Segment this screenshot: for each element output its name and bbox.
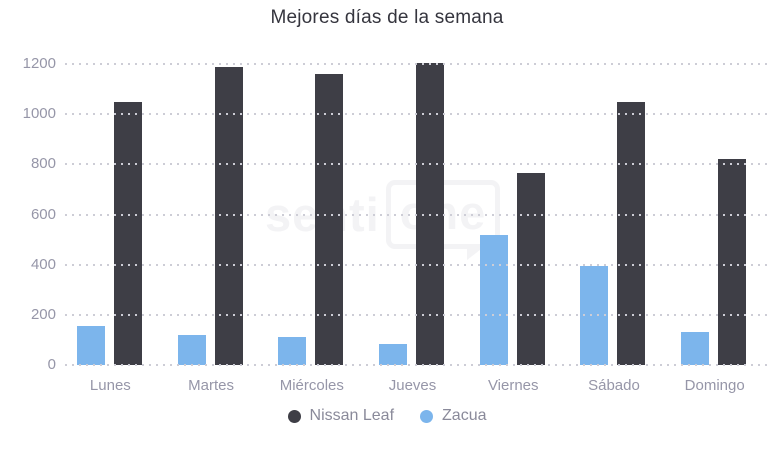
y-axis-label-600: 600	[30, 205, 56, 223]
bar-zacua-miercoles[interactable]	[278, 337, 307, 365]
x-axis-label-viernes: Viernes	[487, 377, 539, 394]
y-axis-label-1200: 1200	[22, 55, 56, 72]
y-axis: 0 200 400 600 800 1000 1200	[0, 55, 56, 373]
bar-zacua-lunes[interactable]	[76, 326, 105, 365]
category-martes: Martes	[166, 64, 267, 394]
y-axis-label-0: 0	[47, 356, 56, 373]
bar-group-lunes	[59, 64, 160, 365]
x-axis-label-lunes: Lunes	[89, 377, 131, 394]
category-lunes: Lunes	[65, 64, 166, 394]
bar-nissan-leaf-sabado[interactable]	[617, 101, 646, 365]
bar-group-sabado	[563, 64, 664, 365]
y-axis-label-800: 800	[30, 155, 56, 173]
x-axis-label-miercoles: Miércoles	[279, 377, 344, 394]
bar-group-miercoles	[260, 64, 361, 365]
bar-nissan-leaf-jueves[interactable]	[416, 62, 445, 365]
bar-zacua-martes[interactable]	[177, 334, 206, 365]
bar-zacua-domingo[interactable]	[681, 332, 710, 365]
legend-dot-zacua	[420, 409, 434, 423]
legend-item-zacua[interactable]: Zacua	[420, 407, 486, 425]
categories-row: Lunes Martes Miércoles Jueves Viernes Sábado D…	[65, 62, 770, 394]
bar-nissan-leaf-miercoles[interactable]	[315, 74, 344, 365]
bar-group-domingo	[663, 64, 764, 365]
category-jueves: Jueves	[367, 62, 468, 394]
bar-nissan-leaf-domingo[interactable]	[718, 159, 747, 365]
bar-group-viernes	[462, 64, 563, 365]
legend-label-zacua: Zacua	[442, 407, 487, 424]
y-axis-label-1000: 1000	[22, 105, 56, 123]
category-sabado: Sábado	[569, 64, 670, 394]
category-miercoles: Miércoles	[266, 64, 367, 394]
chart-title: Mejores días de la semana	[270, 7, 504, 28]
x-axis-label-domingo: Domingo	[684, 377, 745, 394]
x-axis-label-sabado: Sábado	[588, 377, 640, 394]
bar-zacua-jueves[interactable]	[379, 343, 408, 365]
y-axis-label-400: 400	[30, 255, 56, 273]
plot-area: senti one LunesMartesMiércolesJuevesVier…	[65, 62, 770, 394]
bar-zacua-sabado[interactable]	[580, 265, 609, 365]
x-axis-label-jueves: Jueves	[388, 377, 437, 394]
bar-group-martes	[160, 64, 261, 365]
legend-label-nissan-leaf: Nissan Leaf	[309, 407, 395, 424]
bar-group-jueves	[361, 62, 462, 365]
bar-nissan-leaf-viernes[interactable]	[516, 173, 545, 365]
legend-dot-nissan-leaf	[287, 409, 301, 423]
category-domingo: Domingo	[669, 64, 770, 394]
y-axis-label-200: 200	[30, 305, 56, 323]
legend: Nissan Leaf Zacua	[0, 404, 774, 428]
bar-nissan-leaf-martes[interactable]	[214, 66, 243, 365]
bar-zacua-viernes[interactable]	[479, 234, 508, 365]
legend-item-nissan-leaf[interactable]: Nissan Leaf	[287, 407, 395, 425]
x-axis-label-martes: Martes	[188, 377, 234, 394]
bar-nissan-leaf-lunes[interactable]	[113, 101, 142, 365]
category-viernes: Viernes	[468, 64, 569, 394]
